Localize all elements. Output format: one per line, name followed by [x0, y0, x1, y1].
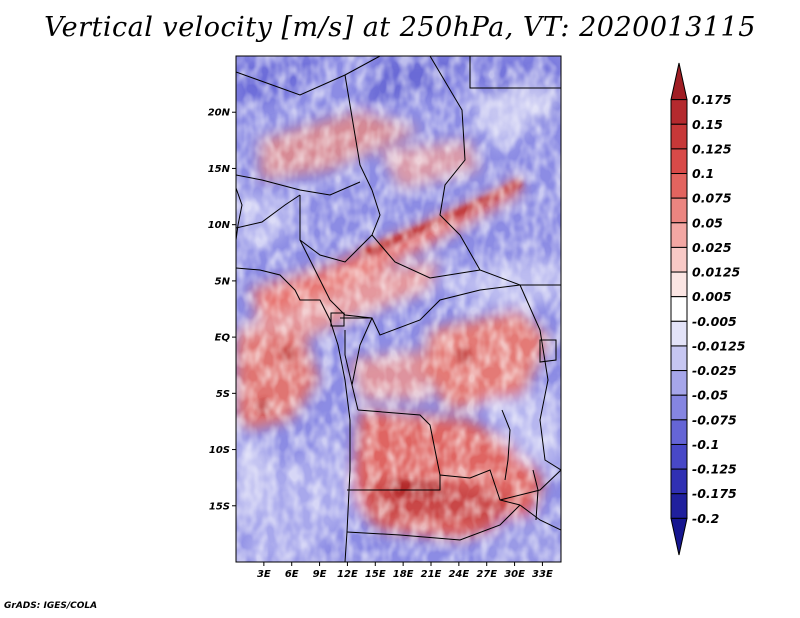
colorbar-label: -0.0125 — [692, 338, 746, 353]
lon-tick-label: 15E — [365, 569, 386, 580]
colorbar-label: 0.125 — [692, 141, 732, 156]
lat-tick-label: 10S — [209, 445, 230, 456]
equatorial-guinea — [330, 312, 345, 327]
longitude-axis: 3E 6E 9E 12E 15E 18E 21E 24E 27E 30E 33E — [257, 562, 553, 580]
colorbar-swatch — [670, 271, 688, 298]
colorbar-label: -0.2 — [692, 511, 719, 526]
colorbar-swatch — [670, 419, 688, 445]
colorbar-label: 0.1 — [692, 166, 714, 181]
colorbar-swatch — [670, 123, 688, 150]
lake-tanganyika — [501, 409, 511, 481]
lon-tick-label: 6E — [285, 569, 299, 580]
colorbar-label: -0.005 — [692, 314, 737, 329]
lon-tick-label: 33E — [532, 569, 553, 580]
colorbar-swatch — [670, 394, 688, 421]
colorbar-swatch — [670, 173, 688, 199]
lat-tick-label: 20N — [208, 108, 231, 119]
colorbar-label: 0.0125 — [692, 265, 741, 280]
lat-tick-label: 10N — [208, 220, 231, 231]
colorbar-swatch — [670, 370, 688, 396]
lon-tick-label: 21E — [421, 569, 442, 580]
colorbar-swatch — [670, 443, 688, 470]
chart-title: Vertical velocity [m/s] at 250hPa, VT: 2… — [44, 12, 756, 43]
lon-tick-label: 27E — [476, 569, 497, 580]
colorbar-swatch — [670, 197, 688, 224]
colorbar-label: -0.175 — [692, 486, 737, 501]
lat-tick-label: 15N — [208, 164, 231, 175]
grads-credit: GrADS: IGES/COLA — [4, 601, 98, 611]
lon-tick-label: 9E — [313, 569, 327, 580]
lon-tick-label: 30E — [504, 569, 525, 580]
lat-tick-label: 5N — [215, 276, 231, 287]
colorbar-top-arrow — [670, 62, 688, 101]
colorbar-label: 0.15 — [692, 117, 723, 132]
colorbar-label: 0.005 — [692, 289, 732, 304]
colorbar-bottom-arrow — [670, 517, 688, 556]
colorbar-swatch — [670, 493, 688, 519]
colorbar-label: -0.125 — [692, 462, 737, 477]
colorbar-label: 0.025 — [692, 240, 732, 255]
border-niger-chad — [344, 74, 381, 236]
colorbar-swatch — [670, 222, 688, 248]
lon-tick-label: 3E — [257, 569, 271, 580]
lon-tick-label: 24E — [448, 569, 469, 580]
colorbar-swatch — [670, 99, 688, 125]
border-east-lakes — [519, 284, 561, 471]
colorbar-label: 0.175 — [692, 92, 732, 107]
lat-tick-label: 15S — [209, 501, 230, 512]
colorbar-swatch — [670, 296, 688, 322]
coastline-guinea — [236, 187, 243, 241]
border-algeria-niger — [236, 56, 381, 96]
colorbar-swatch — [670, 320, 688, 347]
colorbar-label: -0.05 — [692, 388, 728, 403]
colorbar-swatch — [670, 345, 688, 372]
lake-victoria — [539, 339, 557, 363]
vertical-velocity-field — [236, 56, 561, 562]
colorbar-swatch — [670, 468, 688, 495]
border-gabon-congo — [344, 330, 359, 411]
colorbar-label: 0.05 — [692, 215, 723, 230]
colorbar-label: 0.075 — [692, 191, 732, 206]
latitude-axis: 20N 15N 10N 5N EQ 5S 10S 15S — [208, 108, 236, 512]
lon-tick-label: 12E — [337, 569, 358, 580]
map-border — [235, 55, 562, 563]
lake-malawi — [532, 469, 539, 521]
colorbar-label: -0.025 — [692, 363, 737, 378]
lat-tick-label: EQ — [215, 333, 231, 344]
colorbar-swatch — [670, 148, 688, 175]
colorbar-swatch — [670, 246, 688, 273]
lon-tick-label: 18E — [393, 569, 414, 580]
colorbar-label: -0.1 — [692, 437, 719, 452]
lat-tick-label: 5S — [216, 389, 230, 400]
coastline-west — [236, 267, 351, 562]
colorbar-label: -0.075 — [692, 412, 737, 427]
